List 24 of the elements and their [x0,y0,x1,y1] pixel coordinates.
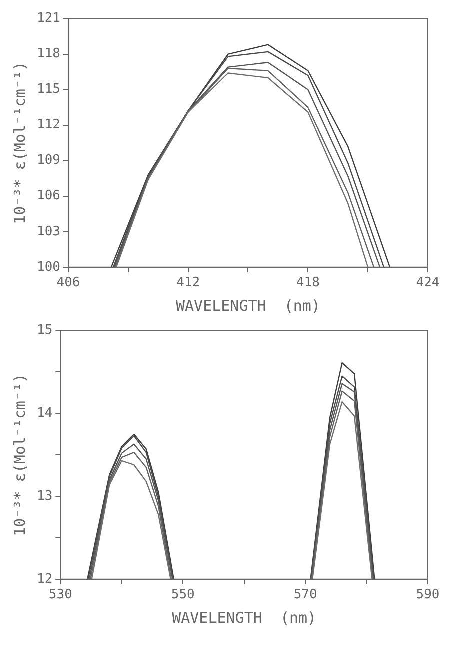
y-tick-label: 14 [36,406,53,422]
x-tick-label: 412 [176,276,200,291]
y-tick-label: 103 [36,224,60,240]
x-axis-title: WAVELENGTH (nm) [172,608,317,627]
y-tick-label: 12 [36,572,53,587]
y-tick-label: 13 [36,488,53,504]
y-tick-label: 118 [36,46,60,62]
y-tick-label: 100 [36,260,60,275]
x-axis-title: WAVELENGTH (nm) [176,296,320,315]
y-tick-label: 106 [36,188,60,204]
x-tick-label: 550 [171,588,195,603]
x-tick-label: 530 [48,588,72,603]
x-tick-label: 406 [56,276,80,291]
y-axis-title: 10⁻³* ε(Mol⁻¹cm⁻¹) [10,374,29,536]
y-tick-label: 15 [36,323,53,338]
x-tick-label: 590 [416,588,440,603]
y-tick-label: 112 [36,118,60,133]
y-tick-label: 109 [36,153,60,168]
y-axis-title: 10⁻³* ε(Mol⁻¹cm⁻¹) [10,62,29,224]
x-tick-label: 570 [294,588,318,603]
x-tick-label: 418 [296,276,320,291]
y-tick-label: 121 [36,11,60,26]
y-tick-label: 115 [36,82,60,98]
x-tick-label: 424 [416,276,440,291]
